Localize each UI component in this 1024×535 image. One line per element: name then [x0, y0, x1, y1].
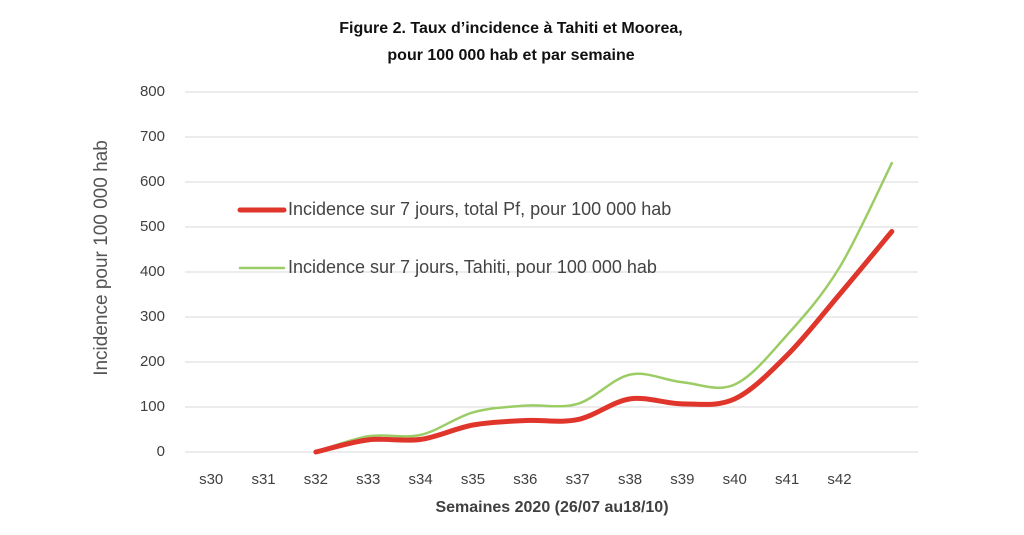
line-series [314, 161, 894, 454]
x-tick-label: s34 [409, 471, 433, 488]
x-axis-title: Semaines 2020 (26/07 au18/10) [435, 499, 668, 516]
y-tick-label: 100 [140, 398, 165, 415]
y-tick-label: 500 [140, 218, 165, 235]
y-tick-label: 800 [140, 83, 165, 100]
y-tick-label: 0 [157, 443, 165, 460]
x-tick-label: s39 [670, 471, 694, 488]
x-tick-label: s35 [461, 471, 485, 488]
x-tick-label: s41 [775, 471, 799, 488]
legend-label: Incidence sur 7 jours, Tahiti, pour 100 … [288, 257, 657, 277]
x-tick-label: s32 [304, 471, 328, 488]
x-tick-label: s38 [618, 471, 642, 488]
chart-title: pour 100 000 hab et par semaine [387, 47, 634, 64]
x-tick-label: s42 [827, 471, 851, 488]
x-tick-label: s37 [566, 471, 590, 488]
y-tick-label: 700 [140, 128, 165, 145]
x-tick-label: s31 [251, 471, 275, 488]
line-series [313, 229, 895, 455]
legend-label: Incidence sur 7 jours, total Pf, pour 10… [288, 199, 671, 219]
x-tick-label: s40 [723, 471, 747, 488]
y-tick-label: 300 [140, 308, 165, 325]
y-tick-label: 400 [140, 263, 165, 280]
x-tick-label: s30 [199, 471, 223, 488]
x-tick-label: s36 [513, 471, 537, 488]
chart-title: Figure 2. Taux d’incidence à Tahiti et M… [339, 20, 682, 37]
x-tick-label: s33 [356, 471, 380, 488]
y-axis-title: Incidence pour 100 000 hab [91, 140, 112, 376]
y-tick-label: 200 [140, 353, 165, 370]
y-tick-label: 600 [140, 173, 165, 190]
